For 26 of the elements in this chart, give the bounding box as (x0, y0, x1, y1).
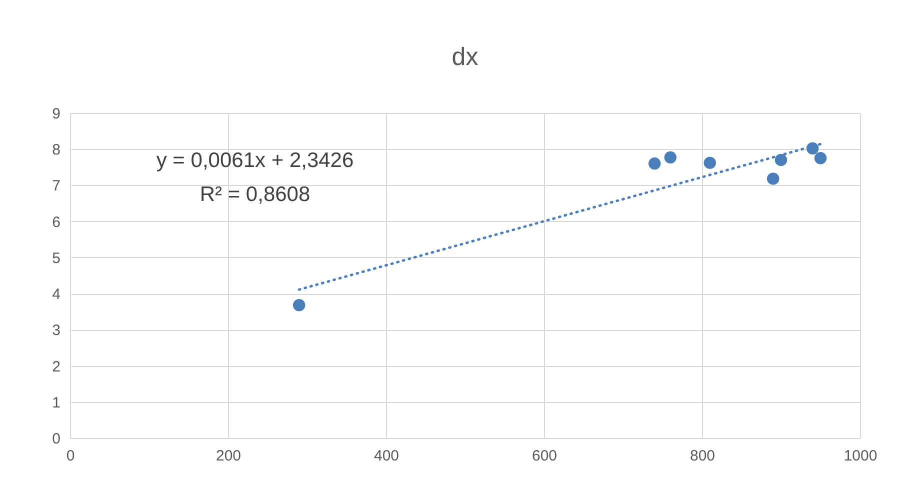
point (292, 299, 306, 312)
y-tick-label: 5 (52, 250, 60, 267)
point (774, 154, 788, 166)
y-tick-label: 3 (52, 322, 60, 340)
y-tick-label: 0 (52, 430, 60, 448)
point (648, 157, 661, 170)
y-tick-label: 9 (52, 106, 60, 122)
x-tick-label: 0 (66, 448, 75, 464)
point (766, 172, 780, 185)
point (814, 152, 827, 164)
point (664, 151, 677, 164)
y-tick-label: 7 (52, 178, 60, 195)
chart-title: dx (452, 43, 479, 71)
y-tick-label: 4 (52, 286, 60, 304)
y-tick-label: 6 (52, 214, 60, 231)
y-tick-label: 1 (52, 394, 60, 412)
x-tick-label: 600 (532, 448, 558, 464)
annotation: y = 0,0061x + 2,3426 (156, 149, 354, 172)
y-tick-label: 2 (52, 358, 60, 376)
x-tick-label: 200 (216, 448, 242, 464)
x-tick-label: 800 (690, 448, 716, 464)
x-tick-label: 400 (374, 448, 400, 464)
x-tick-label: 1000 (844, 448, 878, 464)
point (704, 156, 716, 169)
annotation: R² = 0,8608 (200, 183, 310, 206)
y-tick-label: 8 (52, 142, 60, 159)
